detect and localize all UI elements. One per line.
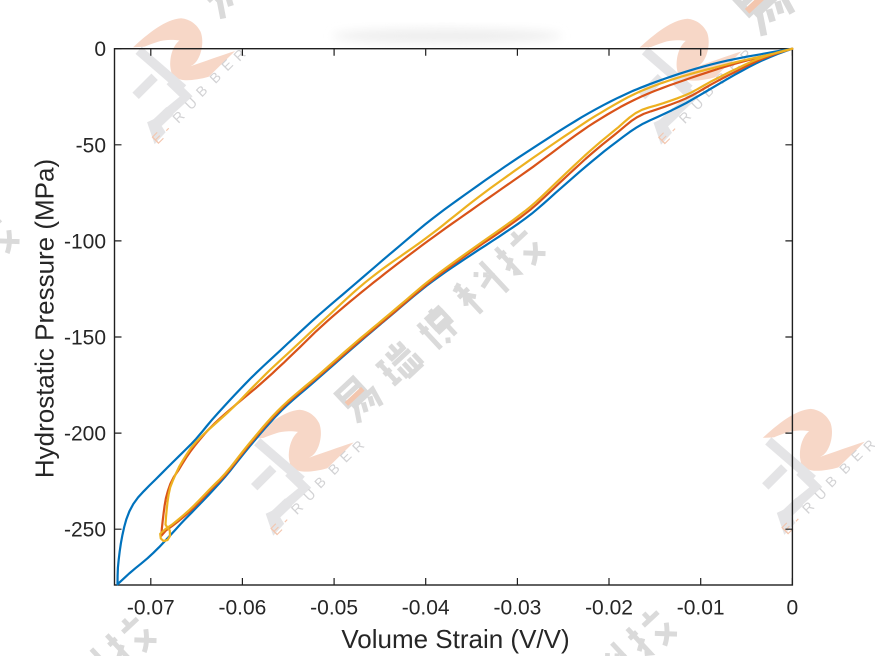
svg-text:0: 0 — [94, 38, 106, 61]
svg-text:Hydrostatic Pressure (MPa): Hydrostatic Pressure (MPa) — [30, 159, 60, 478]
svg-text:-0.02: -0.02 — [585, 597, 633, 620]
svg-text:-0.01: -0.01 — [677, 597, 725, 620]
svg-text:Volume Strain (V/V): Volume Strain (V/V) — [341, 624, 569, 654]
svg-text:-250: -250 — [64, 519, 106, 542]
svg-text:-0.03: -0.03 — [493, 597, 541, 620]
svg-text:-100: -100 — [64, 230, 106, 253]
svg-text:-0.06: -0.06 — [218, 597, 266, 620]
svg-text:-50: -50 — [76, 134, 106, 157]
svg-text:-0.05: -0.05 — [310, 597, 358, 620]
svg-text:-150: -150 — [64, 327, 106, 350]
svg-text:-200: -200 — [64, 423, 106, 446]
svg-text:0: 0 — [787, 597, 799, 620]
svg-text:-0.04: -0.04 — [402, 597, 450, 620]
svg-text:-0.07: -0.07 — [127, 597, 175, 620]
